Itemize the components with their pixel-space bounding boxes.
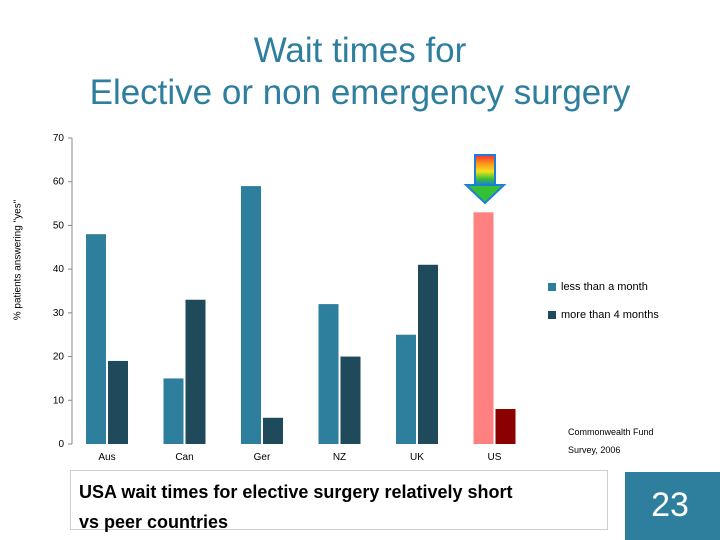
bar-us-less-than-month	[473, 212, 494, 444]
source-note: Commonwealth Fund Survey, 2006	[568, 423, 668, 459]
y-tick-label: 20	[53, 352, 65, 363]
bar-aus-more-than-4-months	[108, 360, 128, 444]
legend-swatch-more	[548, 311, 556, 319]
legend: less than a month more than 4 months	[548, 280, 659, 336]
bar-us-more-than-4-months	[495, 409, 516, 444]
bar-aus-less-than-month	[86, 234, 106, 444]
x-tick-label: Ger	[254, 452, 271, 463]
bar-nz-less-than-month	[318, 304, 339, 444]
title-line-2: Elective or non emergency surgery	[89, 73, 631, 112]
bar-uk-more-than-4-months	[418, 264, 438, 444]
legend-item-less-than-month: less than a month	[548, 280, 659, 294]
bar-nz-more-than-4-months	[340, 356, 361, 444]
title-line-1: Wait times for	[253, 31, 467, 70]
axes: 0 10 20 30 40 50 60 70	[53, 133, 73, 450]
caption-line-2: vs peer countries	[79, 512, 229, 532]
legend-swatch-less	[548, 283, 556, 291]
legend-label-less: less than a month	[561, 281, 648, 293]
rainbow-down-arrow-icon	[463, 154, 507, 205]
bar-can-less-than-month	[163, 378, 184, 444]
y-tick-label: 50	[53, 220, 65, 231]
y-tick-label: 30	[53, 308, 65, 319]
y-tick-label: 10	[53, 395, 65, 406]
bar-ger-more-than-4-months	[263, 417, 283, 444]
page-number: 23	[651, 486, 689, 524]
bar-uk-less-than-month	[396, 334, 416, 444]
y-tick-label: 40	[53, 264, 65, 275]
bar-ger-less-than-month	[241, 186, 261, 445]
y-tick-label: 0	[58, 439, 64, 450]
page-number-panel	[625, 472, 720, 540]
x-tick-label: Can	[175, 452, 193, 463]
x-tick-label: Aus	[98, 452, 115, 463]
caption-box: USA wait times for elective surgery rela…	[70, 470, 608, 532]
legend-item-more-than-4-months: more than 4 months	[548, 308, 659, 322]
caption-line-1: USA wait times for elective surgery rela…	[79, 482, 513, 502]
source-line-1: Commonwealth Fund	[568, 427, 654, 437]
y-tick-label: 70	[53, 133, 65, 144]
x-tick-label: US	[488, 452, 502, 463]
x-tick-labels: Aus Can Ger NZ UK US	[98, 452, 501, 463]
legend-label-more: more than 4 months	[561, 309, 659, 321]
x-tick-label: UK	[410, 452, 424, 463]
y-tick-label: 60	[53, 177, 65, 188]
bars-group	[86, 186, 516, 445]
source-line-2: Survey, 2006	[568, 445, 621, 455]
slide-title: Wait times for Elective or non emergency…	[0, 30, 720, 114]
bar-can-more-than-4-months	[185, 299, 206, 444]
x-tick-label: NZ	[333, 452, 346, 463]
